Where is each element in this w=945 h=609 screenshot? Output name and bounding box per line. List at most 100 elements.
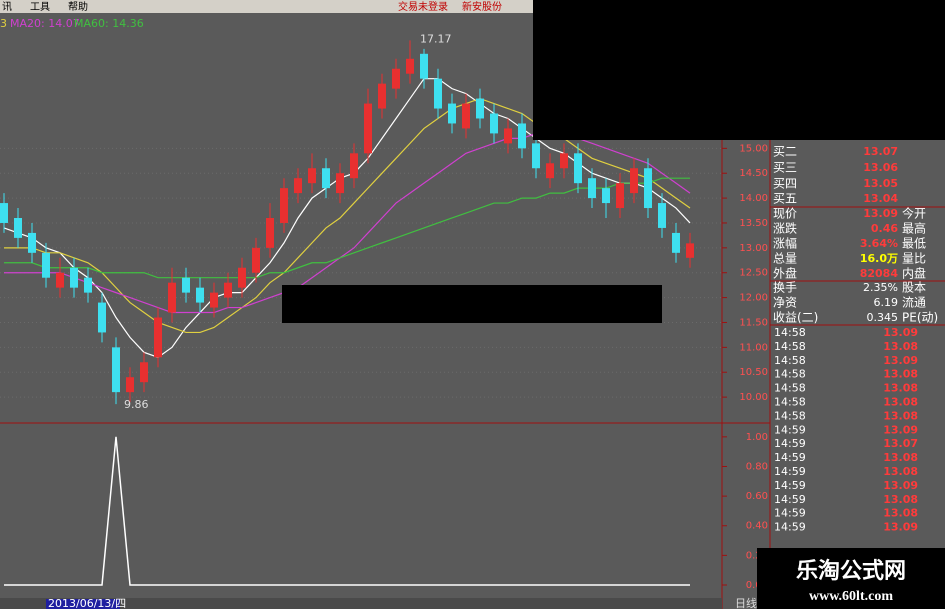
fund-value: 2.35% bbox=[863, 281, 898, 294]
stat-value: 13.09 bbox=[863, 207, 898, 220]
candle-body bbox=[336, 173, 344, 194]
fund-value: 6.19 bbox=[874, 296, 899, 309]
trade-price: 13.09 bbox=[883, 354, 918, 367]
candle-body bbox=[14, 217, 22, 238]
stat-label: 涨幅 bbox=[773, 236, 797, 251]
trade-time: 14:58 bbox=[774, 354, 806, 367]
stat-value: 0.46 bbox=[871, 222, 898, 235]
trough-label: 9.86 bbox=[124, 398, 149, 411]
candle-body bbox=[448, 103, 456, 124]
redaction bbox=[282, 285, 662, 323]
y-tick-label: 10.00 bbox=[739, 392, 768, 403]
y-tick-label: 0.20 bbox=[746, 550, 768, 561]
trade-price: 13.08 bbox=[883, 368, 918, 381]
stat-value: 82084 bbox=[860, 267, 899, 280]
candle-body bbox=[686, 243, 694, 258]
trade-status[interactable]: 交易未登录 bbox=[398, 0, 448, 13]
bid-label: 买五 bbox=[773, 192, 797, 206]
candle-body bbox=[672, 232, 680, 253]
candle-body bbox=[252, 247, 260, 273]
bid-price: 13.05 bbox=[863, 177, 898, 190]
trade-price: 13.08 bbox=[883, 465, 918, 478]
trade-time: 14:58 bbox=[774, 382, 806, 395]
candle-body bbox=[658, 203, 666, 228]
y-tick-label: 12.00 bbox=[739, 293, 768, 304]
stat-label: 今开 bbox=[902, 206, 926, 221]
legend-entry: MA20: 14.07 bbox=[10, 17, 80, 30]
bid-label: 买四 bbox=[773, 177, 797, 191]
candle-body bbox=[518, 123, 526, 149]
candle-body bbox=[84, 277, 92, 293]
candle-body bbox=[182, 277, 190, 293]
fund-label: 股本 bbox=[902, 281, 926, 295]
candle-body bbox=[350, 153, 358, 179]
stat-label: 外盘 bbox=[773, 266, 797, 281]
fund-label: 净资 bbox=[773, 296, 797, 310]
candle-body bbox=[630, 168, 638, 194]
candle-body bbox=[0, 203, 8, 223]
bid-label: 买二 bbox=[773, 145, 797, 159]
candle-body bbox=[56, 272, 64, 288]
y-tick-label: 15.00 bbox=[739, 143, 768, 154]
trade-price: 13.08 bbox=[883, 382, 918, 395]
candle-body bbox=[168, 282, 176, 313]
candle-body bbox=[112, 347, 120, 393]
stock-name: 新安股份 bbox=[462, 0, 502, 13]
candle-body bbox=[280, 188, 288, 223]
candle-body bbox=[378, 83, 386, 109]
stat-label: 内盘 bbox=[902, 266, 926, 281]
candle-body bbox=[154, 317, 162, 358]
candle-body bbox=[616, 183, 624, 209]
moving-average bbox=[4, 177, 690, 279]
trade-price: 13.08 bbox=[883, 409, 918, 422]
candle-body bbox=[140, 362, 148, 383]
y-tick-label: 12.50 bbox=[739, 268, 768, 279]
trade-time: 14:58 bbox=[774, 409, 806, 422]
trade-time: 14:58 bbox=[774, 326, 806, 339]
trade-price: 13.08 bbox=[883, 493, 918, 506]
candle-body bbox=[546, 163, 554, 179]
candle-body bbox=[294, 178, 302, 194]
period-label[interactable]: 日线 bbox=[735, 596, 757, 609]
candle-body bbox=[210, 292, 218, 308]
y-tick-label: 14.50 bbox=[739, 168, 768, 179]
legend-fragment: 3 bbox=[0, 17, 7, 30]
watermark-url: www.60lt.com bbox=[809, 589, 893, 604]
candle-body bbox=[532, 143, 540, 169]
candle-body bbox=[560, 153, 568, 169]
candle-body bbox=[434, 78, 442, 109]
fund-label: 流通 bbox=[902, 296, 926, 310]
candle-body bbox=[196, 287, 204, 303]
stat-label: 最低 bbox=[902, 237, 926, 251]
peak-label: 17.17 bbox=[420, 32, 452, 45]
y-tick-label: 0.40 bbox=[746, 521, 768, 532]
menu-item[interactable]: 帮助 bbox=[68, 0, 88, 13]
candle-body bbox=[406, 58, 414, 74]
indicator-chart: 0.00 0.20 0.40 0.60 0.80 1.00 bbox=[4, 432, 768, 591]
trade-time: 14:58 bbox=[774, 396, 806, 409]
trade-time: 14:59 bbox=[774, 521, 806, 534]
bid-label: 买三 bbox=[773, 161, 797, 175]
stat-label: 涨跌 bbox=[773, 221, 797, 236]
trade-time: 14:59 bbox=[774, 507, 806, 520]
fund-label: PE(动) bbox=[902, 311, 938, 325]
menu-item[interactable]: 工具 bbox=[30, 1, 50, 13]
candle-body bbox=[420, 53, 428, 79]
candle-body bbox=[392, 68, 400, 89]
trade-price: 13.08 bbox=[883, 340, 918, 353]
candle-body bbox=[490, 113, 498, 134]
trade-price: 13.09 bbox=[883, 326, 918, 339]
trade-time: 14:59 bbox=[774, 479, 806, 492]
legend-entry: MA60: 14.36 bbox=[74, 17, 144, 30]
y-tick-label: 10.50 bbox=[739, 367, 768, 378]
date-bar bbox=[0, 598, 722, 609]
trade-time: 14:59 bbox=[774, 423, 806, 436]
indicator-line bbox=[4, 436, 690, 586]
candle-body bbox=[42, 252, 50, 278]
menu-bar bbox=[0, 0, 533, 13]
y-tick-label: 11.50 bbox=[739, 317, 768, 328]
y-tick-label: 11.00 bbox=[739, 342, 768, 353]
menu-item[interactable]: 讯 bbox=[2, 1, 12, 13]
